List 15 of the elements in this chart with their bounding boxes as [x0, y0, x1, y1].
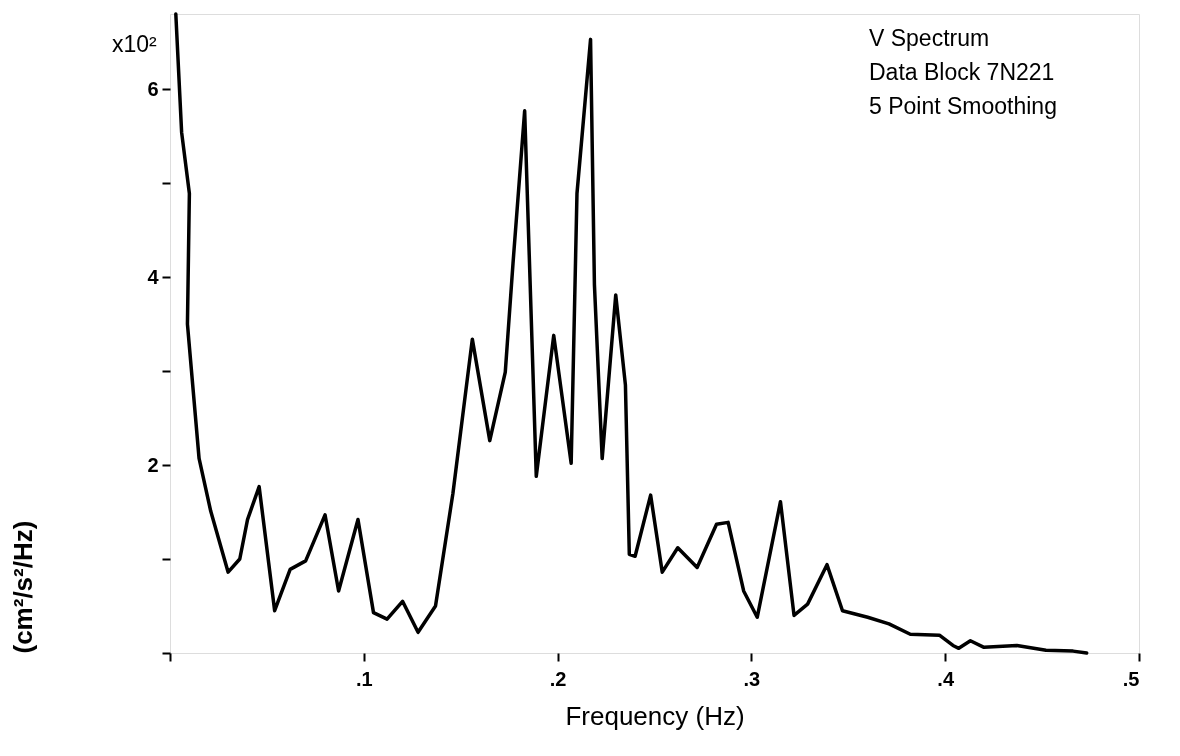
annotation: 5 Point Smoothing	[869, 93, 1057, 119]
x-tick-label: .5	[1122, 667, 1140, 690]
y-axis-title: (cm²/s²/Hz)	[8, 520, 39, 654]
y-tick-label: 2	[147, 453, 159, 476]
x-tick-label: .3	[743, 667, 761, 690]
y-tick-label: 4	[147, 265, 160, 288]
x-tick-label: .4	[937, 667, 955, 690]
x-axis-title: Frequency (Hz)	[565, 700, 745, 731]
line-series	[174, 12, 1089, 655]
x-tick-label: .2	[549, 667, 567, 690]
annotation: V Spectrum	[869, 25, 990, 51]
annotation: Data Block 7N221	[869, 59, 1055, 85]
x-tick-label: .1	[355, 667, 373, 690]
text: x10²	[112, 31, 158, 57]
y-tick-label: 6	[147, 77, 159, 100]
